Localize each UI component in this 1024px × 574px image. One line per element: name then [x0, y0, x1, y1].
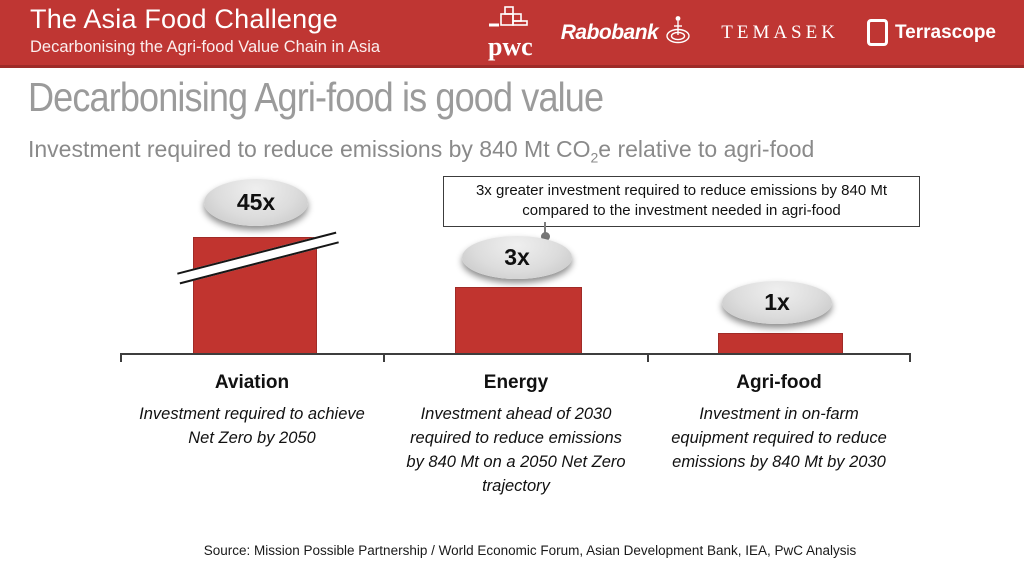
axis-tick — [120, 355, 122, 362]
category-column-aviation: Aviation Investment required to achieve … — [137, 372, 367, 451]
category-label: Agri-food — [736, 372, 822, 393]
category-column-energy: Energy Investment ahead of 2030 required… — [401, 372, 631, 499]
category-description: Investment required to achieve Net Zero … — [139, 405, 365, 447]
rabobank-compass-icon — [663, 15, 693, 50]
pwc-logo: pwc — [487, 5, 533, 61]
rabobank-wordmark: Rabobank — [560, 20, 659, 44]
chart-title: Investment required to reduce emissions … — [28, 136, 814, 166]
category-column-agrifood: Agri-food Investment in on-farm equipmen… — [664, 372, 894, 475]
bar-energy — [455, 287, 582, 355]
bar-agrifood — [718, 333, 843, 355]
rabobank-logo: Rabobank — [561, 15, 694, 50]
callout-connector-line — [544, 222, 546, 235]
pwc-blocks-icon — [488, 5, 530, 37]
header-title: The Asia Food Challenge — [30, 4, 338, 34]
pwc-wordmark: pwc — [487, 31, 533, 61]
axis-tick — [647, 355, 649, 362]
page-title: Decarbonising Agri-food is good value — [28, 74, 604, 120]
chart-title-suffix: e relative to agri-food — [598, 136, 815, 162]
axis-tick — [909, 355, 911, 362]
value-badge-agrifood: 1x — [722, 281, 832, 324]
chart-title-prefix: Investment required to reduce emissions … — [28, 136, 591, 162]
temasek-wordmark: TEMASEK — [721, 21, 839, 43]
category-label: Energy — [483, 372, 549, 393]
logo-strip: pwc Rabobank TEMASEK — [488, 0, 996, 65]
value-badge-aviation: 45x — [204, 179, 308, 226]
header-band: The Asia Food Challenge Decarbonising th… — [0, 0, 1024, 68]
value-badge-energy: 3x — [462, 236, 572, 279]
source-note: Source: Mission Possible Partnership / W… — [203, 543, 857, 558]
axis-tick — [383, 355, 385, 362]
terrascope-bracket-icon — [866, 19, 888, 46]
callout-connector-dot — [541, 232, 550, 241]
terrascope-logo: Terrascope — [866, 19, 996, 46]
x-axis — [120, 353, 911, 362]
terrascope-wordmark: Terrascope — [894, 21, 996, 43]
category-description: Investment in on-farm equipment required… — [671, 405, 887, 471]
category-description: Investment ahead of 2030 required to red… — [406, 405, 626, 495]
chart-title-subscript: 2 — [590, 149, 599, 166]
category-label: Aviation — [214, 372, 290, 393]
annotation-callout: 3x greater investment required to reduce… — [443, 176, 920, 227]
header-subtitle: Decarbonising the Agri-food Value Chain … — [30, 38, 381, 56]
